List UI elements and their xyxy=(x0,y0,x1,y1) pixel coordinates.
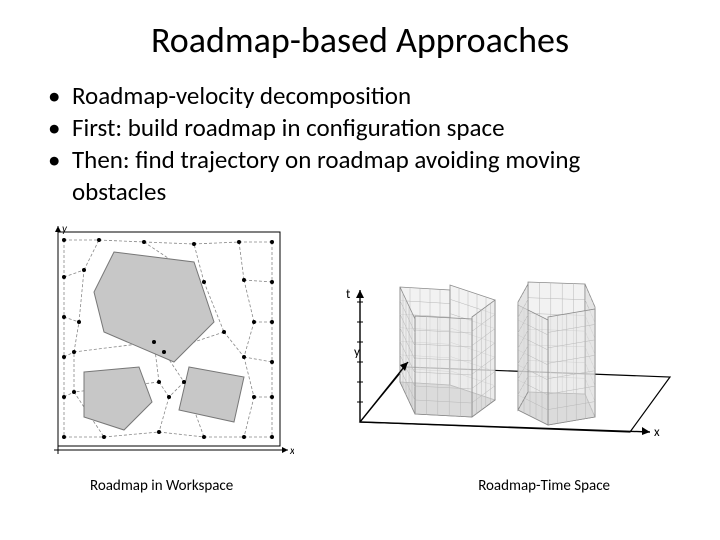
caption-row: Roadmap in Workspace Roadmap-Time Space xyxy=(0,471,720,495)
bullet-item: Roadmap-velocity decomposition xyxy=(48,80,680,112)
svg-text:x: x xyxy=(289,444,294,456)
caption-right: Roadmap-Time Space xyxy=(478,477,610,495)
bullet-item: First: build roadmap in configuration sp… xyxy=(48,112,680,144)
slide-title: Roadmap-based Approaches xyxy=(40,18,680,62)
roadmap-time-space-diagram: x y t xyxy=(300,222,680,454)
figure-right: x y t xyxy=(300,222,680,459)
svg-text:t: t xyxy=(346,287,351,302)
svg-text:y: y xyxy=(62,222,68,235)
bullet-item: Then: find trajectory on roadmap avoidin… xyxy=(48,144,680,208)
figure-row: xy xyt xyxy=(40,222,680,461)
figure-left: xy xyxy=(44,222,294,461)
svg-text:x: x xyxy=(654,425,660,440)
bullet-list: Roadmap-velocity decomposition First: bu… xyxy=(40,80,680,208)
caption-left: Roadmap in Workspace xyxy=(90,477,233,495)
svg-text:y: y xyxy=(354,345,360,360)
slide-container: Roadmap-based Approaches Roadmap-velocit… xyxy=(0,0,720,471)
roadmap-workspace-diagram: xy xyxy=(44,222,294,456)
